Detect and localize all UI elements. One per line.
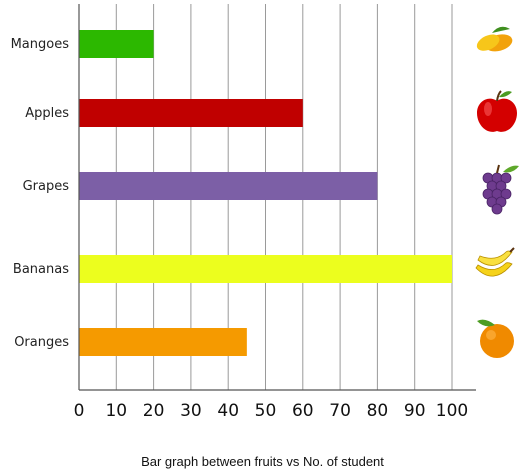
bar-oranges — [79, 328, 247, 356]
x-tick-label: 0 — [74, 401, 85, 421]
category-label-grapes: Grapes — [23, 179, 70, 194]
x-tick-label: 80 — [367, 401, 389, 421]
x-tick-label: 30 — [180, 401, 202, 421]
banana-icon — [475, 247, 515, 277]
fruit-icons — [475, 26, 519, 358]
category-label-bananas: Bananas — [13, 262, 69, 277]
orange-icon — [477, 319, 514, 358]
x-tick-label: 20 — [143, 401, 165, 421]
axes — [78, 4, 476, 391]
apple-icon — [477, 90, 517, 132]
bars — [79, 30, 452, 356]
x-tick-label: 100 — [436, 401, 468, 421]
tick-labels: 0 10 20 30 40 50 60 70 80 90 100 — [74, 401, 469, 421]
chart-caption: Bar graph between fruits vs No. of stude… — [141, 454, 384, 469]
category-label-mangoes: Mangoes — [11, 37, 70, 52]
category-labels: Mangoes Apples Grapes Bananas Oranges — [11, 37, 70, 350]
grapes-icon — [482, 164, 519, 215]
bar-bananas — [79, 255, 452, 283]
bar-mangoes — [79, 30, 154, 58]
x-tick-label: 70 — [329, 401, 351, 421]
bar-grapes — [79, 172, 378, 200]
x-tick-label: 10 — [105, 401, 127, 421]
x-tick-label: 40 — [217, 401, 239, 421]
category-label-oranges: Oranges — [14, 335, 69, 350]
bar-apples — [79, 99, 303, 127]
x-tick-label: 90 — [404, 401, 426, 421]
mango-icon — [476, 26, 513, 52]
x-tick-label: 50 — [255, 401, 277, 421]
category-label-apples: Apples — [25, 106, 69, 121]
x-tick-label: 60 — [292, 401, 314, 421]
